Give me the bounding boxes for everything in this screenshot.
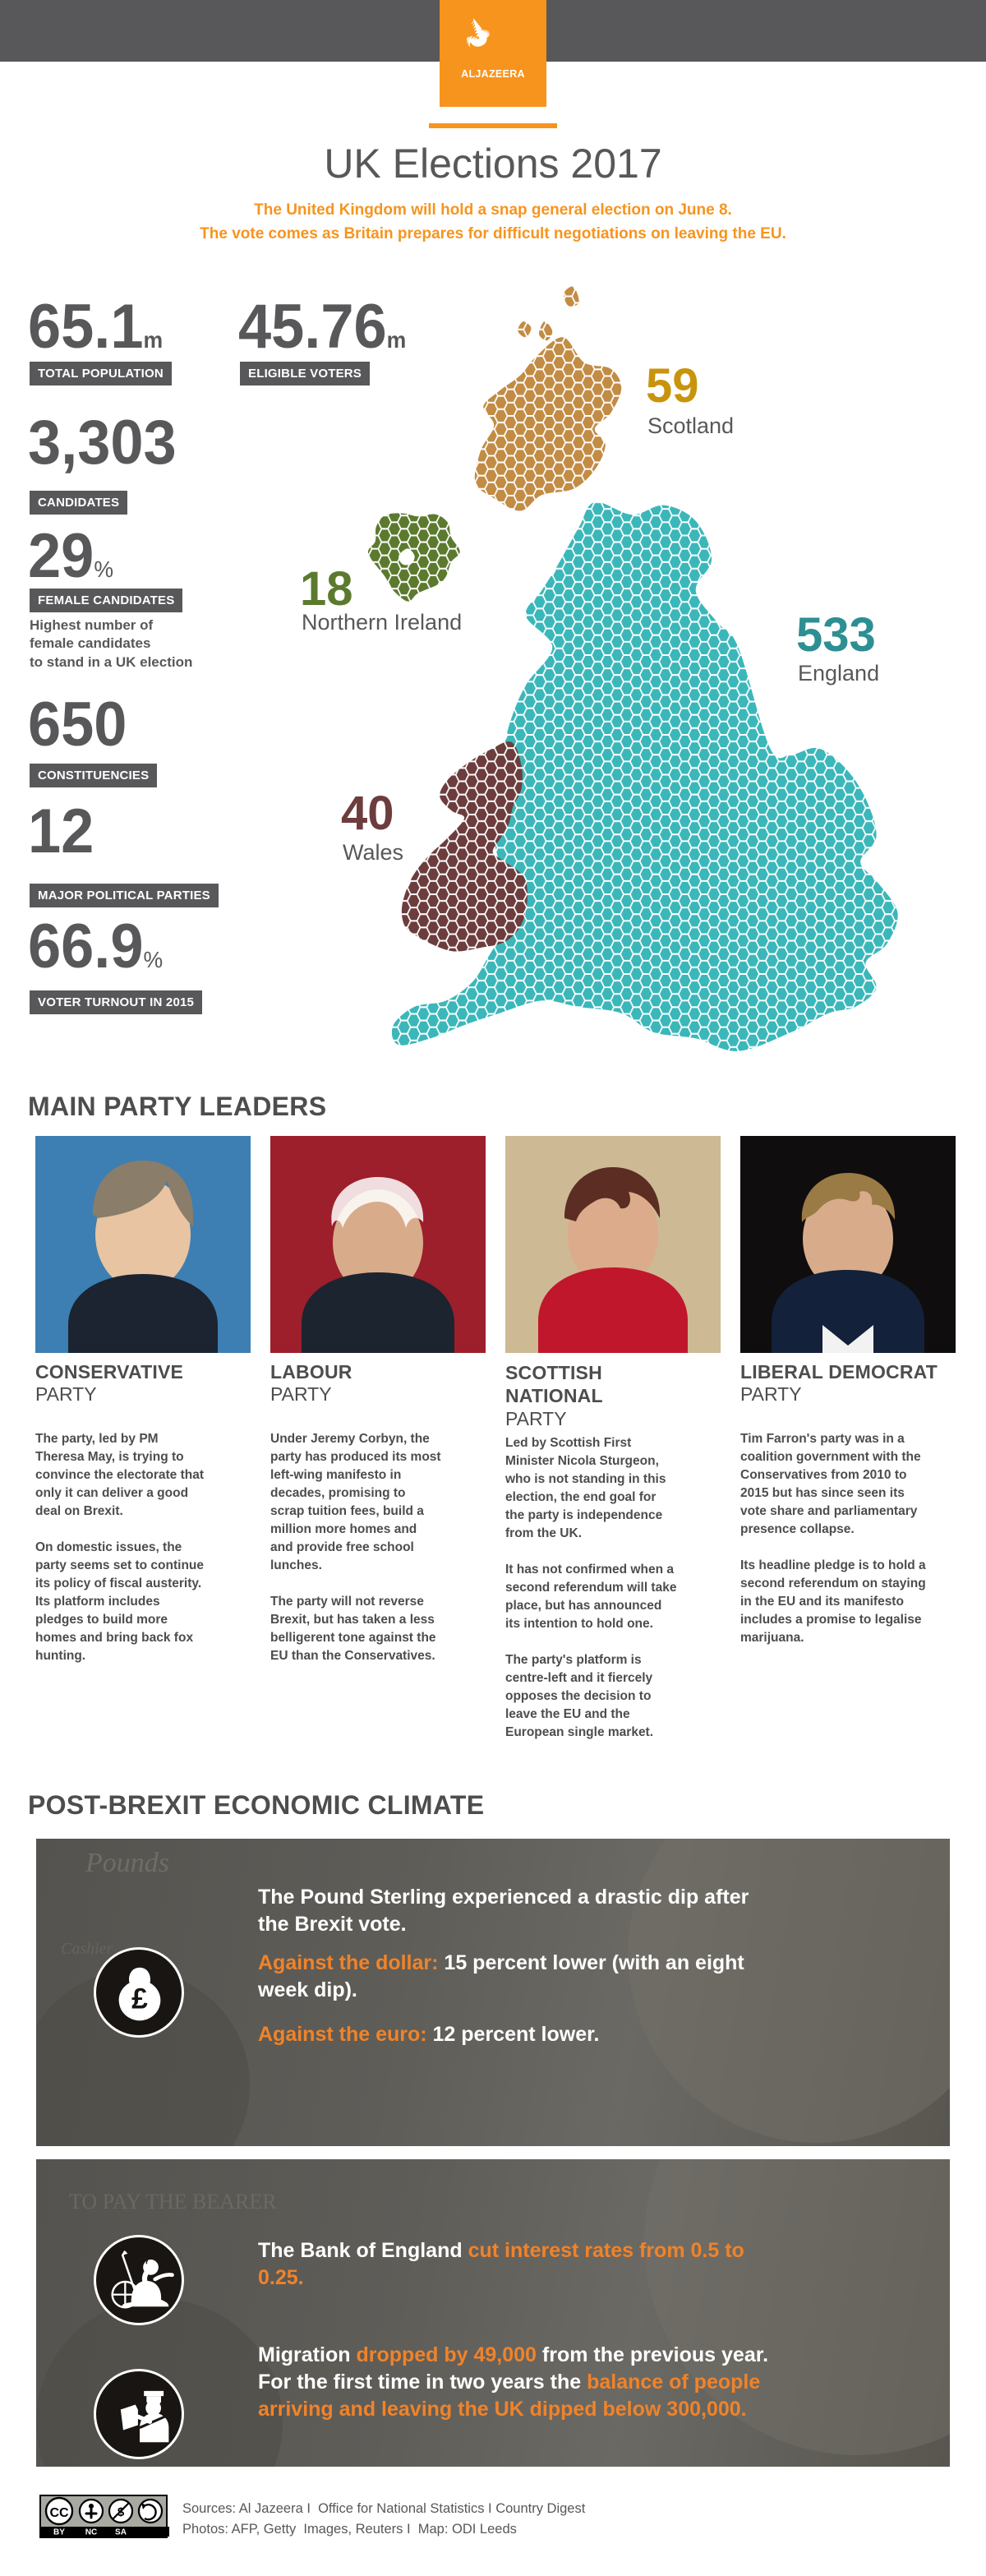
- svg-text:NC: NC: [85, 2528, 97, 2537]
- svg-text:CC: CC: [49, 2506, 69, 2520]
- svg-text:£: £: [131, 1983, 148, 2015]
- svg-text:SA: SA: [115, 2528, 127, 2537]
- svg-text:Pounds: Pounds: [85, 1848, 169, 1878]
- svg-text:TO PAY THE BEARER: TO PAY THE BEARER: [69, 2190, 277, 2214]
- svg-text:BY: BY: [53, 2528, 65, 2537]
